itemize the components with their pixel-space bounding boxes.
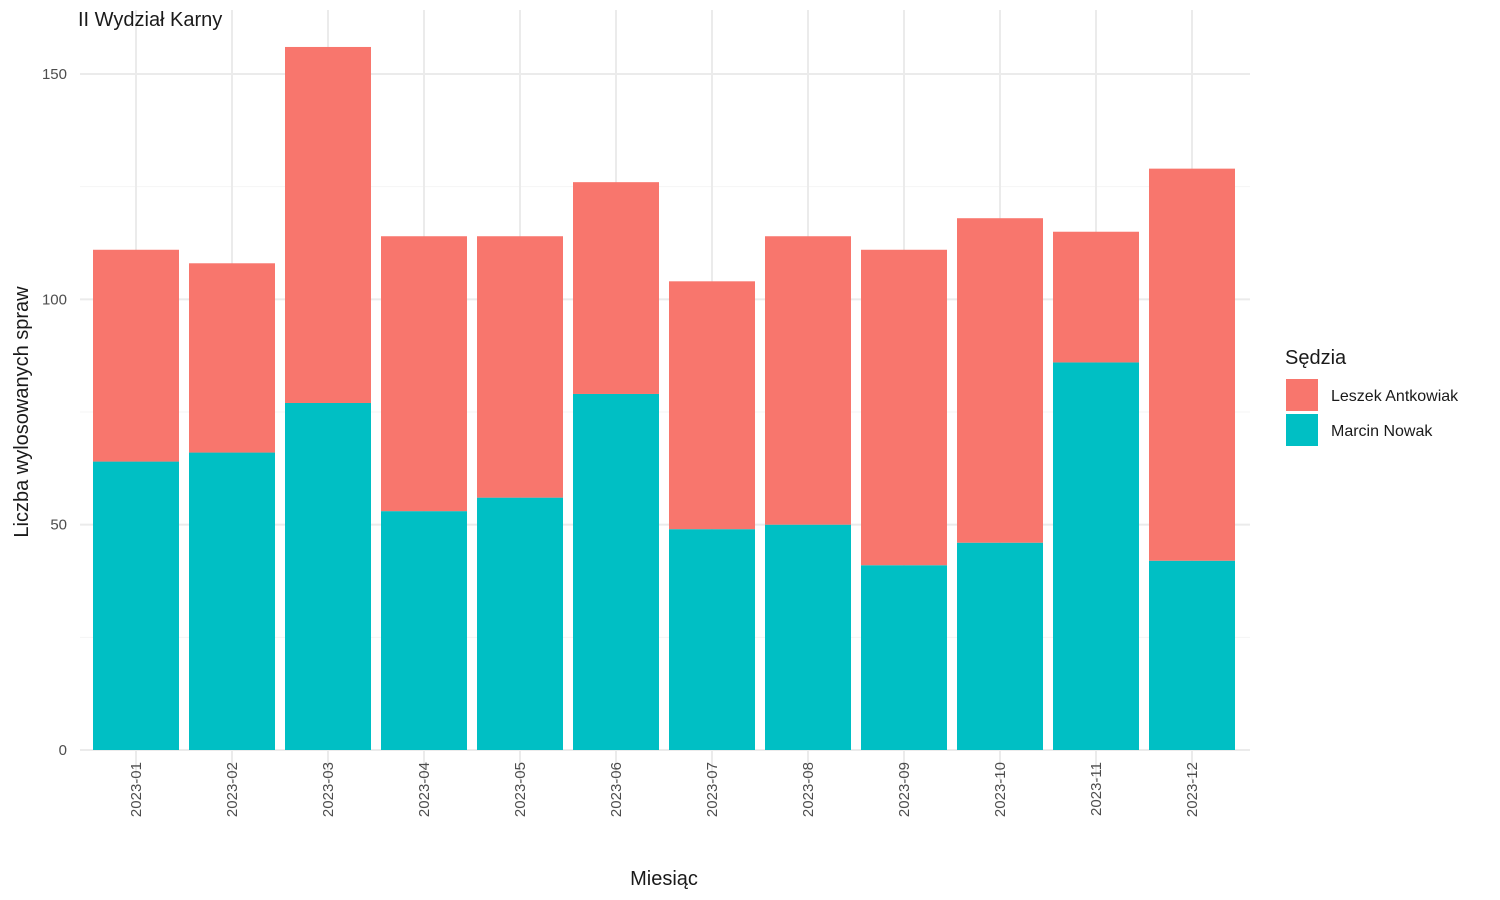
bar-marcin-nowak-2023-06: [573, 393, 659, 750]
bar-marcin-nowak-2023-12: [1149, 560, 1235, 750]
x-axis-ticks: 2023-01 2023-02 2023-03 2023-04 2023-05 2023-…: [128, 762, 1201, 817]
y-axis-title: Liczba wylosowanych spraw: [11, 286, 33, 538]
bars-group: [93, 46, 1235, 750]
bar-leszek-antkowiak-2023-09: [861, 249, 947, 566]
legend-label: Marcin Nowak: [1331, 423, 1433, 440]
x-tick-label: 2023-09: [896, 762, 913, 817]
bar-leszek-antkowiak-2023-03: [285, 46, 371, 403]
x-tick-label: 2023-10: [992, 762, 1009, 817]
bar-leszek-antkowiak-2023-01: [93, 249, 179, 462]
bar-marcin-nowak-2023-10: [957, 542, 1043, 750]
x-tick-label: 2023-08: [800, 762, 817, 817]
legend-swatch-marcin-nowak: [1286, 414, 1318, 446]
bar-leszek-antkowiak-2023-11: [1053, 231, 1139, 363]
x-tick-label: 2023-12: [1184, 762, 1201, 817]
legend-title: Sędzia: [1285, 347, 1347, 369]
bar-leszek-antkowiak-2023-07: [669, 281, 755, 530]
x-axis-title: Miesiąc: [630, 868, 698, 890]
bar-leszek-antkowiak-2023-02: [189, 263, 275, 453]
x-tick-label: 2023-02: [224, 762, 241, 817]
y-axis-ticks: 0 50 100 150: [42, 66, 67, 759]
bar-marcin-nowak-2023-09: [861, 565, 947, 750]
x-tick-label: 2023-11: [1088, 762, 1105, 816]
bar-leszek-antkowiak-2023-08: [765, 236, 851, 525]
bar-marcin-nowak-2023-02: [189, 452, 275, 750]
x-tick-label: 2023-03: [320, 762, 337, 817]
x-tick-label: 2023-04: [416, 762, 433, 817]
bar-leszek-antkowiak-2023-05: [477, 236, 563, 498]
y-tick-label: 150: [42, 66, 67, 83]
bar-leszek-antkowiak-2023-12: [1149, 168, 1235, 561]
x-tick-label: 2023-05: [512, 762, 529, 817]
x-tick-label: 2023-07: [704, 762, 721, 817]
chart-title: II Wydział Karny: [78, 9, 222, 31]
y-tick-label: 0: [59, 742, 67, 759]
bar-marcin-nowak-2023-05: [477, 497, 563, 750]
x-tick-label: 2023-01: [128, 762, 145, 817]
bar-marcin-nowak-2023-07: [669, 529, 755, 750]
bar-leszek-antkowiak-2023-06: [573, 182, 659, 394]
bar-marcin-nowak-2023-03: [285, 402, 371, 750]
legend-label: Leszek Antkowiak: [1331, 388, 1459, 405]
bar-marcin-nowak-2023-04: [381, 511, 467, 750]
y-tick-label: 50: [50, 517, 67, 534]
bar-leszek-antkowiak-2023-04: [381, 236, 467, 512]
bar-marcin-nowak-2023-01: [93, 461, 179, 750]
bar-marcin-nowak-2023-11: [1053, 362, 1139, 750]
y-tick-label: 100: [42, 291, 67, 308]
bar-marcin-nowak-2023-08: [765, 524, 851, 750]
x-tick-label: 2023-06: [608, 762, 625, 817]
legend: Sędzia Leszek Antkowiak Marcin Nowak: [1285, 347, 1459, 446]
legend-swatch-leszek-antkowiak: [1286, 379, 1318, 411]
bar-leszek-antkowiak-2023-10: [957, 218, 1043, 543]
